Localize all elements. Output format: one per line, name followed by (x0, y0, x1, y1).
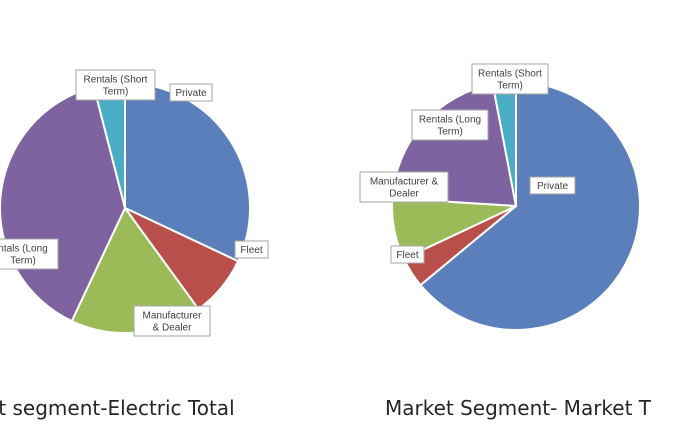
slice-label-text: ntals (Long Term) (0, 244, 48, 267)
slice-label-box (529, 176, 576, 195)
slice-label-text: Rentals (Long Term) (419, 115, 481, 138)
slice-label-private: Private (529, 176, 576, 195)
slice-label-box (0, 238, 59, 270)
slice-label-rentals-long-term: ntals (Long Term) (0, 238, 59, 270)
slice-label-text: Manufacturer & Dealer (370, 177, 439, 200)
slice-label-text: Fleet (396, 250, 418, 261)
slice-label-text: Rentals (Short Term) (478, 69, 542, 92)
slice-label-fleet: Fleet (390, 245, 425, 264)
slice-label-box (411, 109, 489, 141)
slice-label-manufacturer-dealer: Manufacturer & Dealer (359, 171, 449, 203)
slice-label-text: Rentals (Short Term) (84, 75, 148, 98)
slice-label-rentals-long-term: Rentals (Long Term) (411, 109, 489, 141)
slice-label-box (133, 305, 211, 337)
slice-label-fleet: Fleet (234, 240, 269, 259)
chart-title-electric-total: et segment-Electric Total (0, 396, 235, 420)
slice-label-box (471, 63, 549, 95)
slice-label-text: Private (537, 181, 569, 192)
chart-title-market-total: Market Segment- Market T (385, 396, 652, 420)
pie-slice-private (419, 80, 642, 331)
slice-label-box (234, 240, 269, 259)
slice-label-box (359, 171, 449, 203)
slice-label-rentals-short-term: Rentals (Short Term) (75, 69, 156, 101)
slice-label-box (169, 83, 213, 102)
slice-label-rentals-short-term: Rentals (Short Term) (471, 63, 549, 95)
slice-label-manufacturer-dealer: Manufacturer & Dealer (133, 305, 211, 337)
slice-label-text: Manufacturer & Dealer (143, 311, 203, 334)
slice-label-text: Private (175, 88, 207, 99)
slice-label-text: Fleet (240, 245, 262, 256)
slice-label-box (75, 69, 156, 101)
pie-chart-electric-total: Private Fleet Manufacturer & Dealer ntals (L… (0, 69, 269, 337)
pie-chart-market-total: Private Fleet Manufacturer & Dealer Rentals … (359, 63, 642, 331)
slice-label-private: Private (169, 83, 213, 102)
slice-label-box (390, 245, 425, 264)
